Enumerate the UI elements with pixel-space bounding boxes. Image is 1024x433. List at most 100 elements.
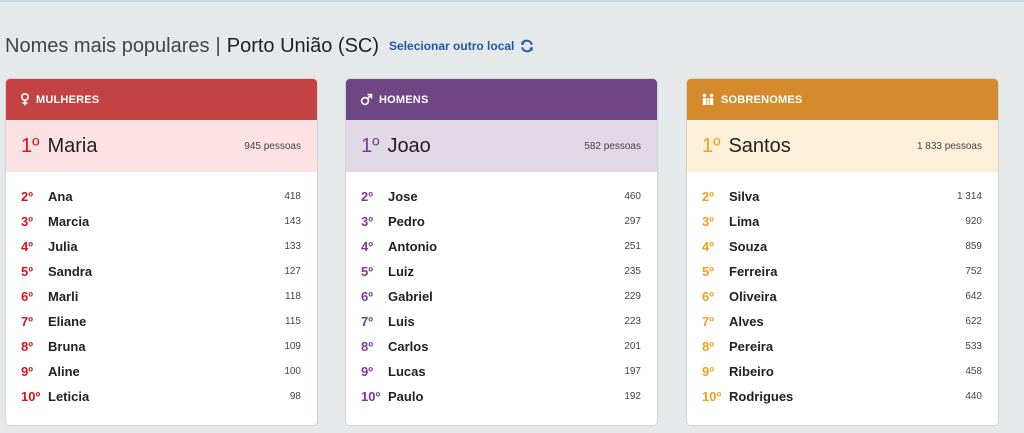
women-top-entry: 1º Maria 945 pessoas — [6, 120, 317, 172]
rank: 1º — [361, 134, 380, 157]
list-item: 9º Ribeiro 458 — [687, 359, 998, 384]
location-name: Porto União (SC) — [226, 34, 380, 57]
name: Joao — [387, 134, 431, 157]
rank: 8º — [21, 339, 33, 354]
rank: 6º — [21, 289, 33, 304]
name: Oliveira — [729, 289, 777, 304]
rank: 5º — [702, 264, 714, 279]
rank: 2º — [361, 189, 373, 204]
list-item: 8º Bruna 109 — [6, 334, 317, 359]
count: 752 — [965, 266, 982, 277]
page-title: Nomes mais populares — [5, 34, 210, 57]
name: Maria — [47, 134, 98, 157]
count: 115 — [285, 316, 301, 327]
male-symbol-icon — [360, 93, 373, 106]
count: 622 — [965, 316, 982, 327]
refresh-icon[interactable] — [520, 39, 534, 53]
rank: 8º — [702, 339, 714, 354]
name: Souza — [729, 239, 768, 254]
rank: 8º — [361, 339, 373, 354]
rank: 4º — [702, 239, 714, 254]
name: Santos — [728, 134, 791, 157]
count: 251 — [624, 241, 641, 252]
surnames-card-title: SOBRENOMES — [721, 93, 803, 106]
list-item: 3º Lima 920 — [687, 209, 998, 234]
count: 1 314 — [956, 191, 982, 202]
rank: 4º — [21, 239, 33, 254]
rank: 10º — [361, 389, 381, 404]
count: 458 — [965, 366, 982, 377]
name: Ferreira — [729, 264, 778, 279]
count: 920 — [965, 216, 982, 227]
rank: 9º — [361, 364, 373, 379]
rank: 4º — [361, 239, 373, 254]
count: 197 — [624, 366, 641, 377]
count: 98 — [289, 391, 301, 402]
count: 235 — [624, 266, 641, 277]
women-card-title: MULHERES — [36, 93, 100, 106]
family-icon — [701, 93, 715, 106]
women-card: MULHERES 1º Maria 945 pessoas 2º Ana 418 3º… — [5, 78, 318, 426]
rank: 3º — [21, 214, 33, 229]
count: 118 — [285, 291, 301, 302]
count: 201 — [624, 341, 641, 352]
list-item: 4º Souza 859 — [687, 234, 998, 259]
female-symbol-icon — [20, 93, 30, 106]
list-item: 5º Luiz 235 — [346, 259, 657, 284]
list-item: 5º Sandra 127 — [6, 259, 317, 284]
men-card: HOMENS 1º Joao 582 pessoas 2º Jose 460 3º Pe… — [345, 78, 658, 426]
count: 1 833 pessoas — [916, 140, 982, 152]
list-item: 2º Silva 1 314 — [687, 184, 998, 209]
name: Lima — [729, 214, 760, 229]
count: 440 — [965, 391, 982, 402]
list-item: 7º Eliane 115 — [6, 309, 317, 334]
surnames-top-entry: 1º Santos 1 833 pessoas — [687, 120, 998, 172]
men-card-title: HOMENS — [379, 93, 429, 106]
surnames-list: 2º Silva 1 314 3º Lima 920 4º Souza 859 5º Ferreir… — [687, 172, 998, 409]
surnames-card: SOBRENOMES 1º Santos 1 833 pessoas 2º Sil… — [686, 78, 999, 426]
name: Marcia — [48, 214, 90, 229]
name: Ribeiro — [729, 364, 774, 379]
list-item: 10º Rodrigues 440 — [687, 384, 998, 409]
name: Pedro — [388, 214, 425, 229]
name: Paulo — [388, 389, 424, 404]
count: 192 — [624, 391, 641, 402]
name: Rodrigues — [729, 389, 794, 404]
count: 945 pessoas — [244, 140, 301, 152]
rank: 6º — [361, 289, 373, 304]
men-card-header: HOMENS — [346, 79, 657, 120]
count: 533 — [965, 341, 982, 352]
women-card-header: MULHERES — [6, 79, 317, 120]
list-item: 3º Marcia 143 — [6, 209, 317, 234]
name: Carlos — [388, 339, 429, 354]
name: Julia — [48, 239, 78, 254]
list-item: 10º Paulo 192 — [346, 384, 657, 409]
rank: 6º — [702, 289, 714, 304]
name: Luiz — [388, 264, 414, 279]
count: 229 — [624, 291, 641, 302]
list-item: 3º Pedro 297 — [346, 209, 657, 234]
rank: 3º — [361, 214, 373, 229]
name: Ana — [48, 189, 73, 204]
name: Sandra — [48, 264, 93, 279]
list-item: 8º Carlos 201 — [346, 334, 657, 359]
count: 418 — [284, 191, 301, 202]
name: Antonio — [388, 239, 438, 254]
name: Bruna — [48, 339, 86, 354]
list-item: 6º Gabriel 229 — [346, 284, 657, 309]
count: 582 pessoas — [584, 140, 641, 152]
rank: 5º — [21, 264, 33, 279]
men-top-entry: 1º Joao 582 pessoas — [346, 120, 657, 172]
rank: 5º — [361, 264, 373, 279]
change-location-link[interactable]: Selecionar outro local — [389, 39, 515, 53]
count: 223 — [624, 316, 641, 327]
rank: 9º — [702, 364, 714, 379]
rank: 7º — [21, 314, 33, 329]
list-item: 9º Aline 100 — [6, 359, 317, 384]
name: Alves — [729, 314, 764, 329]
name: Leticia — [48, 389, 90, 404]
list-item: 2º Jose 460 — [346, 184, 657, 209]
count: 133 — [284, 241, 301, 252]
name: Luis — [388, 314, 415, 329]
surnames-card-header: SOBRENOMES — [687, 79, 998, 120]
